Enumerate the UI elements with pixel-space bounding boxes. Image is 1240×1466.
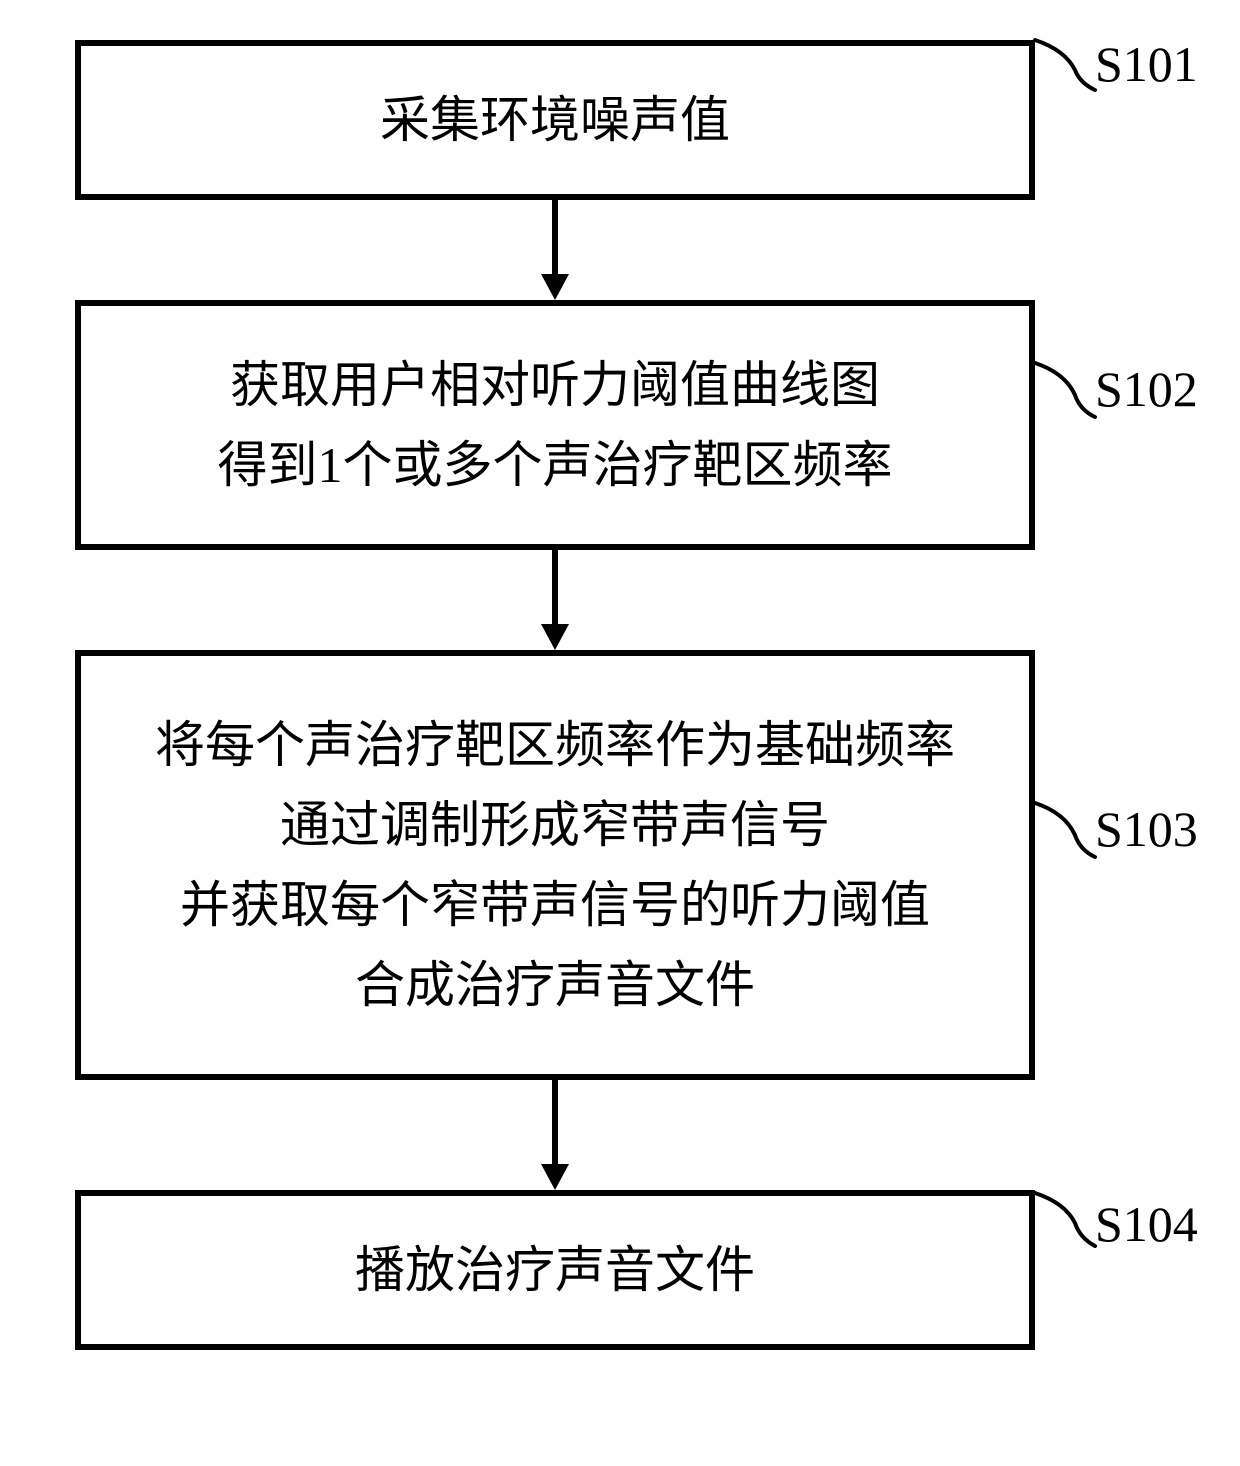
flowchart-arrow-1 [541,200,569,300]
node-text-line: 播放治疗声音文件 [355,1230,755,1310]
node-text-line: 采集环境噪声值 [380,80,730,160]
step-label-s103: S103 [1095,800,1198,858]
arrow-shaft [552,200,558,276]
step-label-s101: S101 [1095,35,1198,93]
callout-curve-3 [1030,795,1100,865]
node-text-line: 获取用户相对听力阈值曲线图 [230,345,880,425]
node-text-line: 并获取每个窄带声信号的听力阈值 [180,865,930,945]
callout-curve-1 [1030,35,1100,95]
arrow-head-icon [541,1164,569,1190]
arrow-shaft [552,1080,558,1166]
node-text-line: 通过调制形成窄带声信号 [280,785,830,865]
callout-curve-4 [1030,1188,1100,1253]
arrow-shaft [552,550,558,626]
step-label-s102: S102 [1095,360,1198,418]
flowchart-node-3: 将每个声治疗靶区频率作为基础频率通过调制形成窄带声信号并获取每个窄带声信号的听力… [75,650,1035,1080]
node-text-line: 合成治疗声音文件 [355,945,755,1025]
node-text-line: 得到1个或多个声治疗靶区频率 [218,425,893,505]
flowchart-node-1: 采集环境噪声值 [75,40,1035,200]
arrow-head-icon [541,624,569,650]
node-text-line: 将每个声治疗靶区频率作为基础频率 [155,705,955,785]
flowchart-arrow-3 [541,1080,569,1190]
step-label-s104: S104 [1095,1195,1198,1253]
arrow-head-icon [541,274,569,300]
callout-curve-2 [1030,355,1100,425]
flowchart-node-4: 播放治疗声音文件 [75,1190,1035,1350]
flowchart-canvas: 采集环境噪声值获取用户相对听力阈值曲线图得到1个或多个声治疗靶区频率将每个声治疗… [0,0,1240,1466]
flowchart-node-2: 获取用户相对听力阈值曲线图得到1个或多个声治疗靶区频率 [75,300,1035,550]
flowchart-arrow-2 [541,550,569,650]
